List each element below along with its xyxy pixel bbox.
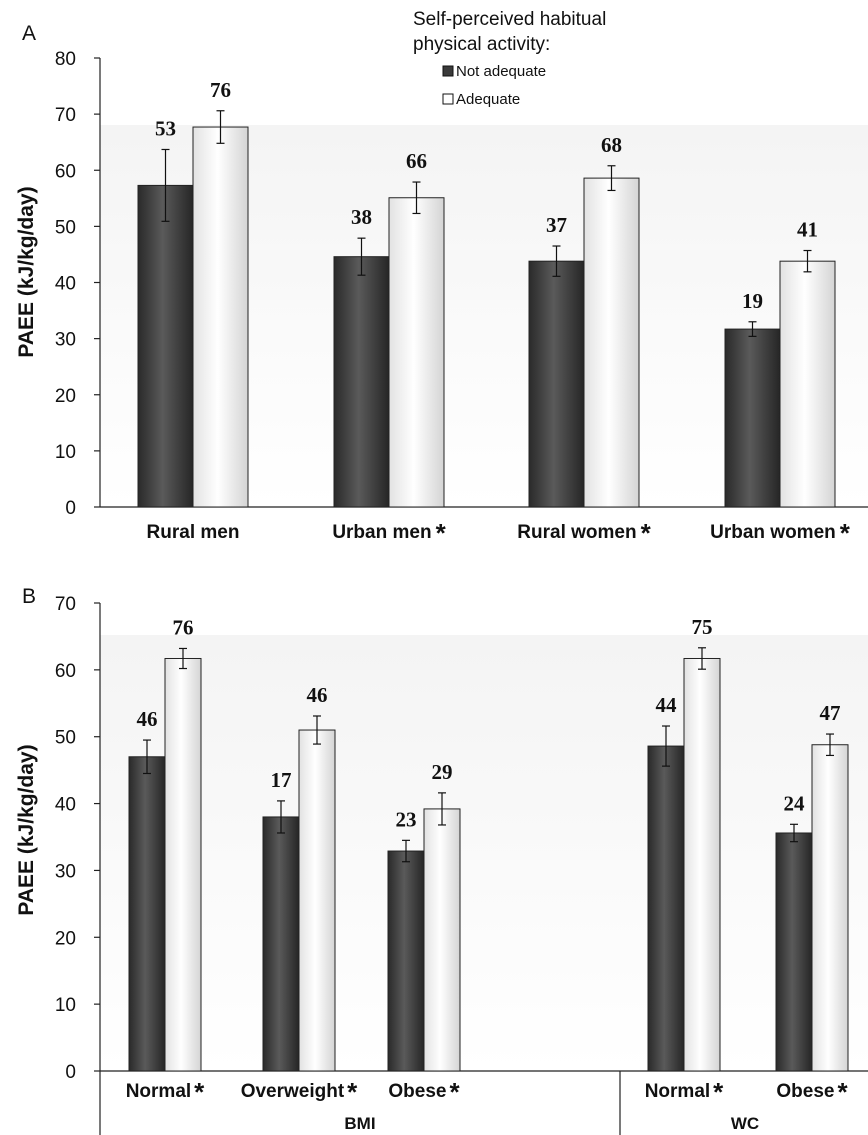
panel-b-chart: 0 10 20 30 40 50 60 70 46 76 Normal * 17 46 Overweight… [55, 594, 868, 1135]
bar-adequate [164, 657, 202, 1072]
significance-star: * [347, 1077, 358, 1107]
significance-star: * [837, 1077, 848, 1107]
data-label-adequate: 46 [307, 683, 328, 707]
data-label-not-adequate: 24 [784, 791, 806, 815]
significance-star: * [449, 1077, 460, 1107]
data-label-not-adequate: 46 [137, 707, 158, 731]
y-tick-label: 10 [55, 995, 76, 1016]
category-label: Urban women * [710, 518, 851, 548]
y-tick-label: 60 [55, 161, 76, 182]
bar-not-adequate [724, 328, 781, 508]
bar-not-adequate [262, 816, 300, 1072]
y-tick-label: 40 [55, 795, 76, 816]
y-tick-label: 30 [55, 330, 76, 351]
y-tick-label: 50 [55, 728, 76, 749]
significance-star: * [713, 1077, 724, 1107]
category-label: Normal * [126, 1077, 205, 1107]
bar-not-adequate [137, 184, 194, 508]
data-label-not-adequate: 38 [351, 205, 372, 229]
bar-not-adequate [775, 832, 813, 1072]
y-tick-label: 30 [55, 861, 76, 882]
bar-adequate [779, 260, 836, 508]
category-label: Obese * [776, 1077, 848, 1107]
panel-a-chart: 0 10 20 30 40 50 60 70 80 53 76 Rural men 38 66 Urban … [55, 49, 868, 548]
data-label-adequate: 66 [406, 149, 427, 173]
bar-adequate [683, 657, 721, 1072]
y-tick-label: 70 [55, 594, 76, 615]
significance-star: * [436, 518, 447, 548]
data-label-adequate: 68 [601, 133, 622, 157]
y-tick-label: 80 [55, 49, 76, 70]
data-label-not-adequate: 44 [656, 693, 678, 717]
significance-star: * [641, 518, 652, 548]
panel-a-label: A [22, 22, 36, 45]
bar-not-adequate [528, 260, 585, 508]
bar-not-adequate [128, 756, 166, 1072]
bar-adequate [298, 729, 336, 1072]
y-tick-label: 50 [55, 217, 76, 238]
data-label-adequate: 76 [210, 78, 231, 102]
data-label-adequate: 47 [820, 701, 841, 725]
data-label-not-adequate: 17 [271, 768, 292, 792]
bar-adequate [811, 744, 849, 1072]
legend: Self-perceived habitual physical activit… [413, 9, 606, 108]
bar-not-adequate [387, 850, 425, 1072]
legend-label-not-adequate: Not adequate [456, 63, 546, 80]
category-label: Overweight * [241, 1077, 358, 1107]
bar-not-adequate [333, 256, 390, 508]
data-label-adequate: 29 [432, 760, 453, 784]
y-tick-label: 20 [55, 928, 76, 949]
data-label-adequate: 76 [173, 615, 194, 639]
data-label-not-adequate: 23 [396, 807, 417, 831]
data-label-not-adequate: 37 [546, 213, 567, 237]
data-label-not-adequate: 53 [155, 116, 176, 140]
data-label-adequate: 75 [692, 615, 713, 639]
significance-star: * [840, 518, 851, 548]
bar-adequate [583, 177, 640, 508]
y-tick-label: 10 [55, 442, 76, 463]
category-label: Obese * [388, 1077, 460, 1107]
category-label: Rural men [147, 522, 240, 543]
category-label: Rural women * [517, 518, 651, 548]
data-label-adequate: 41 [797, 218, 818, 242]
y-tick-label: 40 [55, 274, 76, 295]
y-tick-label: 60 [55, 661, 76, 682]
bar-adequate [192, 126, 249, 508]
legend-title-line-2: physical activity: [413, 34, 550, 55]
panel-b-label: B [22, 585, 36, 608]
group-label-bmi: BMI [344, 1114, 375, 1133]
panel-b-plot-area [100, 635, 868, 1071]
panel-a-y-axis-label: PAEE (kJ/kg/day) [15, 186, 38, 357]
bar-adequate [423, 808, 461, 1072]
significance-star: * [194, 1077, 205, 1107]
category-label: Normal * [645, 1077, 724, 1107]
legend-swatch-adequate [442, 93, 454, 105]
bar-adequate [388, 197, 445, 508]
y-tick-label: 0 [65, 498, 76, 519]
bar-not-adequate [647, 745, 685, 1072]
y-tick-label: 70 [55, 105, 76, 126]
y-tick-label: 20 [55, 386, 76, 407]
legend-title-line-1: Self-perceived habitual [413, 9, 606, 30]
legend-label-adequate: Adequate [456, 91, 520, 108]
category-label: Urban men * [332, 518, 446, 548]
legend-swatch-not-adequate [442, 65, 454, 77]
panel-b-y-axis-label: PAEE (kJ/kg/day) [15, 744, 38, 915]
group-label-wc: WC [731, 1114, 759, 1133]
data-label-not-adequate: 19 [742, 289, 763, 313]
y-tick-label: 0 [65, 1062, 76, 1083]
